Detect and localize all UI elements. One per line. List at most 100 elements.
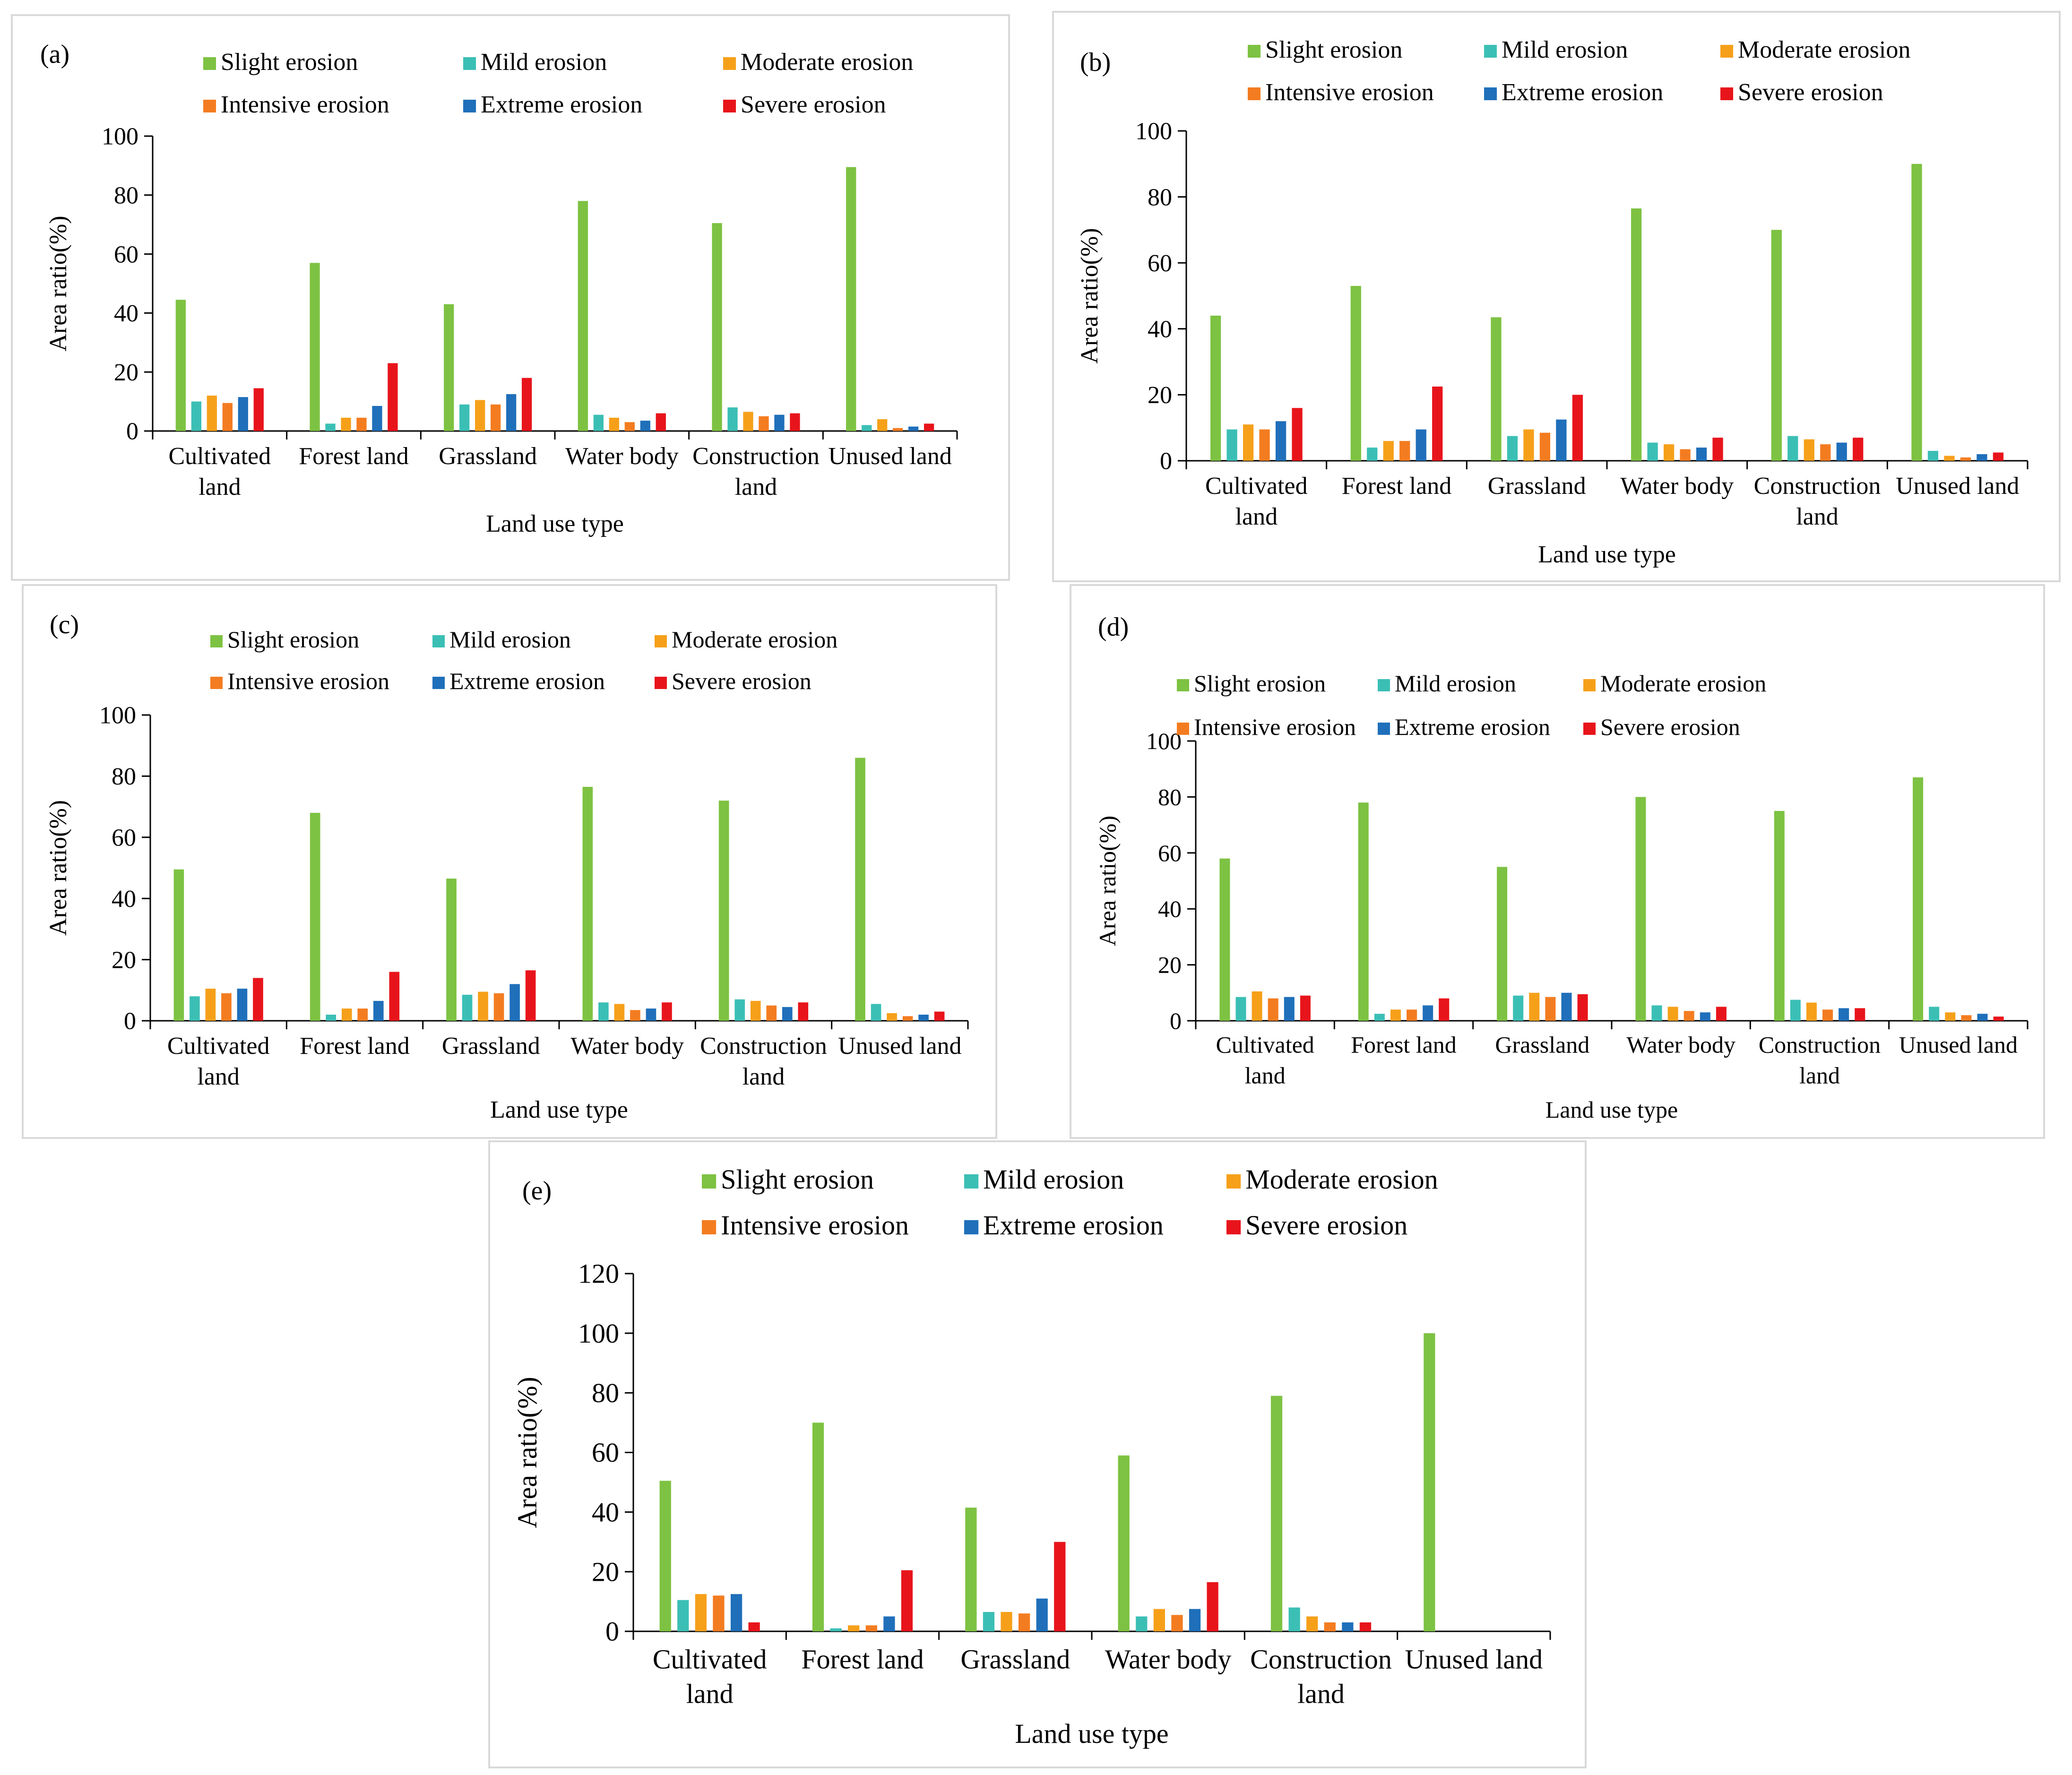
panel-label: (c) [50,610,79,639]
y-tick-label: 60 [1148,250,1172,277]
x-tick-label: land [1245,1062,1286,1089]
legend-label: Severe erosion [1738,79,1883,106]
bar-intensive-erosion [893,428,903,431]
bar-severe-erosion [1300,995,1311,1021]
legend-swatch [1484,44,1497,58]
y-axis-label: Area ratio(%) [1076,228,1103,363]
bar-intensive-erosion [1407,1009,1417,1021]
bar-moderate-erosion [341,1008,352,1021]
bar-moderate-erosion [1945,1012,1956,1021]
x-tick-label: land [735,474,777,500]
bar-slight-erosion [1913,777,1924,1021]
y-tick-label: 40 [114,300,138,327]
bar-mild-erosion [1647,442,1658,461]
bar-severe-erosion [656,413,666,431]
y-tick-label: 60 [1158,840,1182,866]
legend-label: Intensive erosion [227,668,389,694]
x-tick-label: Forest land [801,1644,924,1674]
bar-mild-erosion [983,1611,995,1631]
bar-slight-erosion [1911,164,1922,461]
bar-mild-erosion [462,995,473,1021]
bar-extreme-erosion [1696,448,1707,461]
bar-mild-erosion [190,996,200,1021]
legend-label: Moderate erosion [672,626,837,653]
y-tick-label: 20 [1158,952,1182,978]
panel-frame [488,1140,1587,1768]
bar-extreme-erosion [372,405,382,431]
legend-label: Severe erosion [1245,1210,1407,1241]
legend-label: Mild erosion [983,1164,1124,1195]
panel-frame [1052,11,2061,582]
x-tick-label: Forest land [300,1033,410,1060]
bar-mild-erosion [593,414,604,431]
bar-severe-erosion [525,970,536,1021]
legend-swatch [655,635,667,647]
bar-intensive-erosion [713,1595,725,1631]
bar-severe-erosion [388,363,398,431]
legend-swatch [655,677,667,689]
bar-mild-erosion [727,407,738,431]
x-tick-label: land [1297,1678,1345,1709]
bar-mild-erosion [830,1628,842,1631]
x-tick-label: Grassland [442,1033,540,1060]
bar-moderate-erosion [1806,1002,1817,1021]
bar-intensive-erosion [1399,441,1410,461]
x-tick-label: Cultivated [169,443,271,470]
bar-mild-erosion [1927,451,1939,461]
bar-moderate-erosion [1001,1611,1012,1631]
bar-slight-erosion [1774,811,1785,1021]
bar-intensive-erosion [1684,1011,1694,1021]
y-tick-label: 0 [126,418,138,445]
bar-mild-erosion [459,404,470,431]
legend-label: Slight erosion [227,626,359,653]
y-tick-label: 0 [605,1616,619,1647]
panel-label: (e) [522,1176,552,1206]
y-tick-label: 20 [112,947,136,974]
bar-slight-erosion [1771,230,1782,461]
x-tick-label: Unused land [1899,1032,2018,1058]
bar-severe-erosion [1993,452,2004,461]
bar-mild-erosion [1367,448,1378,461]
bar-extreme-erosion [640,421,650,431]
bar-extreme-erosion [1342,1622,1354,1631]
legend-swatch [723,99,736,112]
legend-swatch [1226,1174,1241,1189]
bar-severe-erosion [790,413,800,431]
chart-panel-b: (b) 0 20 40 60 80 100 Area ratio(%) Cultivated la… [1052,11,2061,582]
legend-swatch [432,677,445,689]
bar-moderate-erosion [1667,1007,1678,1021]
y-tick-label: 20 [592,1557,619,1587]
bar-severe-erosion [1432,386,1443,461]
bar-moderate-erosion [1663,444,1675,461]
bar-intensive-erosion [1539,432,1551,461]
bar-moderate-erosion [750,1000,761,1021]
bar-severe-erosion [1712,438,1723,461]
bar-intensive-erosion [357,1008,368,1021]
legend-label: Moderate erosion [1600,670,1766,697]
bar-intensive-erosion [222,403,233,431]
bar-intensive-erosion [491,404,501,431]
legend-swatch [1248,44,1261,58]
bar-mild-erosion [1235,997,1246,1021]
bar-slight-erosion [718,801,729,1021]
y-tick-label: 20 [1148,382,1172,409]
bar-extreme-erosion [782,1007,793,1021]
bar-moderate-erosion [1252,991,1262,1021]
bar-slight-erosion [1270,1396,1283,1631]
panel-label: (b) [1080,48,1111,77]
bar-severe-erosion [934,1011,945,1021]
chart-panel-c: (c) 0 20 40 60 80 100 Area ratio(%) Cultivated la… [22,584,997,1139]
bar-slight-erosion [1631,208,1642,461]
bar-moderate-erosion [695,1594,707,1631]
y-axis-label: Area ratio(%) [1094,816,1121,946]
bar-moderate-erosion [1243,424,1254,461]
legend-label: Moderate erosion [1245,1164,1438,1195]
x-tick-label: Water body [565,443,679,470]
bar-moderate-erosion [743,412,753,431]
bar-severe-erosion [924,423,934,431]
x-tick-label: Cultivated [653,1644,767,1674]
bar-severe-erosion [521,378,532,431]
bar-moderate-erosion [614,1004,625,1021]
y-axis-label: Area ratio(%) [512,1377,543,1528]
bar-mild-erosion [1513,995,1524,1021]
